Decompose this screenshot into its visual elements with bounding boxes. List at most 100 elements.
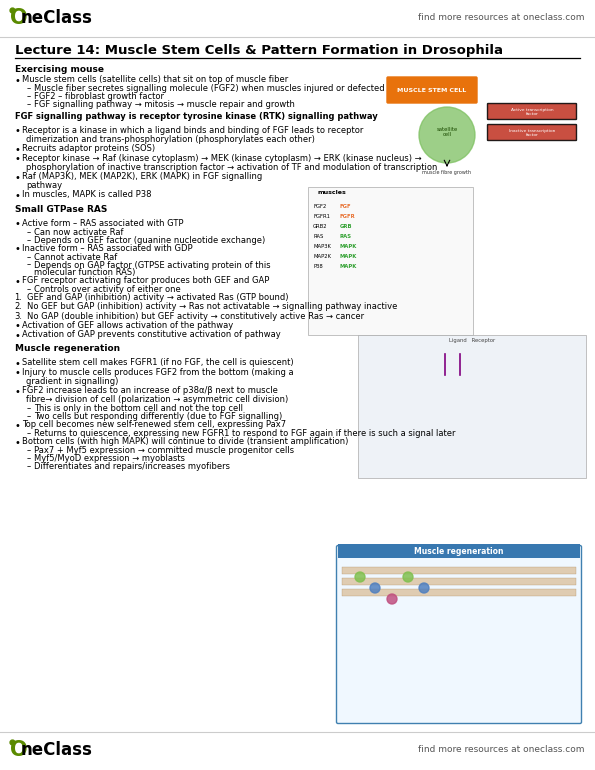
- Text: Activation of GEF allows activation of the pathway: Activation of GEF allows activation of t…: [22, 321, 233, 330]
- Text: –: –: [27, 100, 32, 109]
- Text: 2.: 2.: [14, 303, 22, 311]
- Text: MAP3K: MAP3K: [313, 244, 331, 249]
- Text: Lecture 14: Muscle Stem Cells & Pattern Formation in Drosophila: Lecture 14: Muscle Stem Cells & Pattern …: [15, 44, 503, 57]
- Text: Receptor is a kinase in which a ligand binds and binding of FGF leads to recepto: Receptor is a kinase in which a ligand b…: [22, 126, 364, 135]
- Text: Pax7 + Myf5 expression → committed muscle progenitor cells: Pax7 + Myf5 expression → committed muscl…: [34, 446, 294, 455]
- Text: Returns to quiescence, expressing new FGFR1 to respond to FGF again if there is : Returns to quiescence, expressing new FG…: [34, 429, 456, 438]
- Text: •: •: [14, 420, 20, 430]
- Text: Bottom cells (with high MAPK) will continue to divide (transient amplification): Bottom cells (with high MAPK) will conti…: [22, 437, 349, 446]
- Circle shape: [387, 594, 397, 604]
- Text: MAP2K: MAP2K: [313, 254, 331, 259]
- Text: Top cell becomes new self-renewed stem cell, expressing Pax7: Top cell becomes new self-renewed stem c…: [22, 420, 286, 429]
- Text: •: •: [14, 126, 20, 136]
- Text: muscle fibre growth: muscle fibre growth: [422, 170, 471, 175]
- Text: •: •: [14, 145, 20, 155]
- Text: FGFR1: FGFR1: [313, 214, 330, 219]
- Text: Active form – RAS associated with GTP: Active form – RAS associated with GTP: [22, 219, 183, 228]
- Text: Exercising mouse: Exercising mouse: [15, 65, 104, 74]
- Text: Small GTPase RAS: Small GTPase RAS: [15, 205, 107, 213]
- Text: pathway: pathway: [26, 181, 62, 190]
- Bar: [342, 567, 576, 574]
- Text: satellite
cell: satellite cell: [436, 126, 458, 137]
- Text: •: •: [14, 368, 20, 378]
- Bar: [0, 0, 595, 35]
- Text: 1.: 1.: [14, 293, 22, 302]
- Circle shape: [355, 572, 365, 582]
- Text: Differentiates and repairs/increases myofibers: Differentiates and repairs/increases myo…: [34, 462, 230, 470]
- Text: molecular function RAS): molecular function RAS): [34, 269, 136, 277]
- Text: •: •: [14, 219, 20, 229]
- Text: Muscle regeneration: Muscle regeneration: [414, 547, 504, 555]
- Text: In muscles, MAPK is called P38: In muscles, MAPK is called P38: [22, 190, 152, 199]
- Bar: [342, 578, 576, 585]
- Text: MUSCLE STEM CELL: MUSCLE STEM CELL: [397, 88, 466, 92]
- Text: •: •: [14, 387, 20, 397]
- Text: –: –: [27, 412, 32, 421]
- Text: –: –: [27, 260, 32, 269]
- Bar: [358, 335, 586, 478]
- Bar: [338, 544, 580, 558]
- Text: –: –: [27, 404, 32, 413]
- Text: FGFR: FGFR: [340, 214, 356, 219]
- Text: •: •: [14, 244, 20, 254]
- Text: FGF2 increase leads to an increase of p38α/β next to muscle: FGF2 increase leads to an increase of p3…: [22, 386, 278, 395]
- Text: RAS: RAS: [313, 234, 323, 239]
- Text: Muscle stem cells (satellite cells) that sit on top of muscle fiber: Muscle stem cells (satellite cells) that…: [22, 75, 288, 84]
- Text: FGF2 – fibroblast growth factor: FGF2 – fibroblast growth factor: [34, 92, 164, 101]
- Text: Activation of GAP prevents constitutive activation of pathway: Activation of GAP prevents constitutive …: [22, 330, 281, 339]
- Text: Inactive transcription
factor: Inactive transcription factor: [509, 129, 555, 137]
- Text: Satellite stem cell makes FGFR1 (if no FGF, the cell is quiescent): Satellite stem cell makes FGFR1 (if no F…: [22, 358, 293, 367]
- Text: gradient in signalling): gradient in signalling): [26, 377, 118, 386]
- Text: phosphorylation of inactive transcription factor → activation of TF and modulati: phosphorylation of inactive transcriptio…: [26, 162, 437, 172]
- Text: –: –: [27, 85, 32, 93]
- Text: •: •: [14, 437, 20, 447]
- Text: FGF signalling pathway is receptor tyrosine kinase (RTK) signalling pathway: FGF signalling pathway is receptor tyros…: [15, 112, 378, 121]
- Text: –: –: [27, 286, 32, 294]
- Text: neClass: neClass: [21, 9, 93, 27]
- Text: find more resources at oneclass.com: find more resources at oneclass.com: [418, 745, 585, 755]
- Circle shape: [403, 572, 413, 582]
- Bar: [308, 187, 473, 335]
- Text: •: •: [14, 172, 20, 182]
- Text: 3.: 3.: [14, 312, 22, 320]
- Text: Depends on GEF factor (guanine nucleotide exchange): Depends on GEF factor (guanine nucleotid…: [34, 236, 265, 245]
- Text: GEF and GAP (inhibition) activity → activated Ras (GTP bound): GEF and GAP (inhibition) activity → acti…: [27, 293, 289, 302]
- Text: Ligand   Receptor: Ligand Receptor: [449, 338, 495, 343]
- Text: MAPK: MAPK: [340, 264, 357, 269]
- Text: GRB2: GRB2: [313, 224, 328, 229]
- Circle shape: [419, 583, 429, 593]
- Text: FGF2: FGF2: [313, 204, 327, 209]
- Text: Raf (MAP3K), MEK (MAP2K), ERK (MAPK) in FGF signalling: Raf (MAP3K), MEK (MAP2K), ERK (MAPK) in …: [22, 172, 262, 181]
- Text: O: O: [10, 740, 27, 760]
- Text: –: –: [27, 236, 32, 245]
- Text: muscles: muscles: [318, 190, 347, 195]
- Text: No GAP (double inhibition) but GEF activity → constitutively active Ras → cancer: No GAP (double inhibition) but GEF activ…: [27, 312, 364, 320]
- Text: Recruits adaptor proteins (SOS): Recruits adaptor proteins (SOS): [22, 145, 155, 153]
- Text: Muscle regeneration: Muscle regeneration: [15, 344, 120, 353]
- Text: MAPK: MAPK: [340, 254, 357, 259]
- Text: •: •: [14, 321, 20, 331]
- Text: find more resources at oneclass.com: find more resources at oneclass.com: [418, 14, 585, 22]
- Text: Receptor kinase → Raf (kinase cytoplasm) → MEK (kinase cytoplasm) → ERK (kinase : Receptor kinase → Raf (kinase cytoplasm)…: [22, 153, 422, 162]
- Text: O: O: [10, 8, 27, 28]
- Text: –: –: [27, 253, 32, 262]
- Text: Inactive form – RAS associated with GDP: Inactive form – RAS associated with GDP: [22, 243, 193, 253]
- Text: Depends on GAP factor (GTPSE activating protein of this: Depends on GAP factor (GTPSE activating …: [34, 260, 271, 269]
- Text: No GEF but GAP (inhibition) activity → Ras not activatable → signalling pathway : No GEF but GAP (inhibition) activity → R…: [27, 303, 397, 311]
- Text: Can now activate Raf: Can now activate Raf: [34, 228, 124, 237]
- Text: fibre→ division of cell (polarization → asymmetric cell division): fibre→ division of cell (polarization → …: [26, 395, 288, 404]
- Text: FGF: FGF: [340, 204, 352, 209]
- Text: –: –: [27, 92, 32, 101]
- Circle shape: [419, 107, 475, 163]
- Text: FGF signalling pathway → mitosis → muscle repair and growth: FGF signalling pathway → mitosis → muscl…: [34, 100, 295, 109]
- Text: neClass: neClass: [21, 741, 93, 759]
- FancyBboxPatch shape: [487, 103, 577, 119]
- Text: Cannot activate Raf: Cannot activate Raf: [34, 253, 117, 262]
- Text: This is only in the bottom cell and not the top cell: This is only in the bottom cell and not …: [34, 404, 243, 413]
- Text: Myf5/MyoD expression → myoblasts: Myf5/MyoD expression → myoblasts: [34, 454, 185, 463]
- Text: –: –: [27, 228, 32, 237]
- Text: •: •: [14, 359, 20, 369]
- Text: •: •: [14, 191, 20, 201]
- Text: MAPK: MAPK: [340, 244, 357, 249]
- Text: Injury to muscle cells produces FGF2 from the bottom (making a: Injury to muscle cells produces FGF2 fro…: [22, 367, 293, 377]
